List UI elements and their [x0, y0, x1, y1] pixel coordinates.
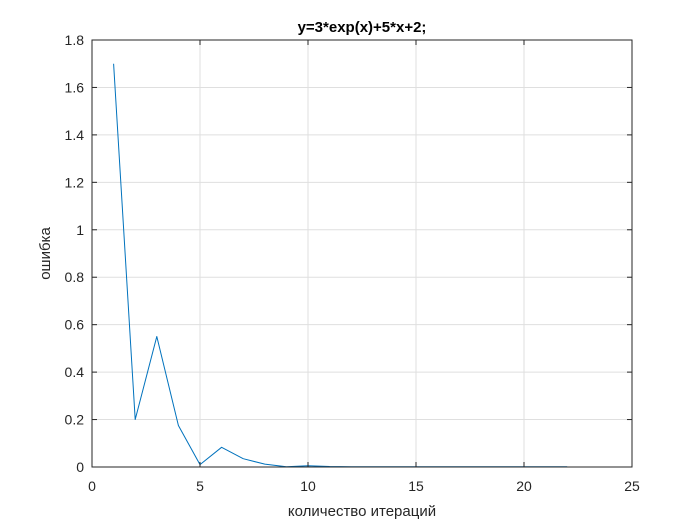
y-tick-label: 1	[76, 222, 84, 238]
y-axis-label: ошибка	[37, 227, 54, 280]
data-point	[113, 63, 114, 64]
y-tick-label: 0.2	[65, 412, 85, 428]
x-tick-label: 0	[88, 478, 96, 494]
axes	[91, 39, 633, 468]
y-tick-label: 0.4	[65, 364, 85, 380]
data-point	[221, 447, 222, 448]
y-tick-label: 0	[76, 459, 84, 475]
chart-title: y=3*exp(x)+5*x+2;	[298, 19, 427, 36]
y-tick-label: 0.6	[65, 317, 85, 333]
x-tick-label: 20	[516, 478, 532, 494]
x-tick-label: 15	[408, 478, 424, 494]
data-point	[243, 458, 244, 459]
x-tick-label: 25	[624, 478, 640, 494]
data-point	[135, 419, 136, 420]
y-tick-label: 1.6	[65, 79, 85, 95]
x-tick-label: 5	[196, 478, 204, 494]
plot-area	[92, 40, 632, 467]
y-tick-label: 0.8	[65, 269, 85, 285]
y-tick-label: 1.8	[65, 32, 85, 48]
ticks: 0 5 10 15 20 25 0 0.2 0.4 0.6 0.8 1 1.2 1.4 1.6 1.8	[65, 32, 640, 494]
y-tick-label: 1.2	[65, 174, 85, 190]
y-tick-label: 1.4	[65, 127, 85, 143]
data-point	[156, 336, 157, 337]
axes-box	[91, 39, 633, 468]
data-point	[178, 425, 179, 426]
x-axis-label: количество итераций	[288, 503, 436, 520]
data-point	[264, 464, 265, 465]
x-tick-label: 10	[300, 478, 316, 494]
